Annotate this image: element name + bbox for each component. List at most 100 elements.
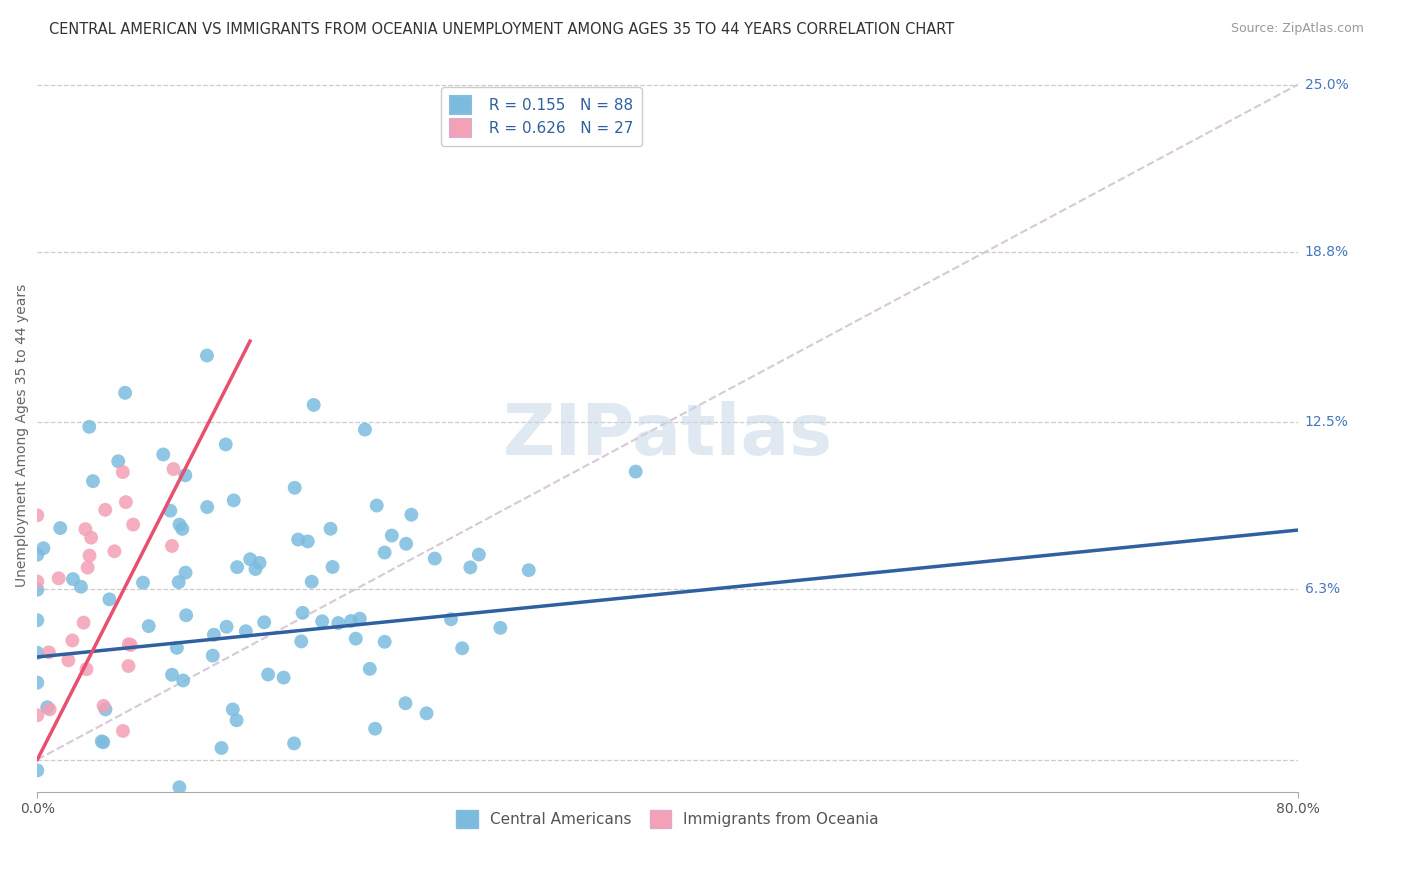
- Point: [82, 474, 104, 488]
- Point: [37, 700, 59, 714]
- Point: [297, 534, 319, 549]
- Point: [211, 741, 233, 756]
- Point: [122, 517, 145, 532]
- Point: [107, 454, 129, 468]
- Point: [118, 637, 141, 651]
- Point: [253, 615, 276, 630]
- Point: [27, 646, 49, 660]
- Point: [328, 616, 350, 631]
- Point: [27, 708, 49, 723]
- Point: [184, 793, 207, 807]
- Text: 6.3%: 6.3%: [1305, 582, 1340, 597]
- Point: [222, 702, 245, 716]
- Point: [381, 528, 404, 542]
- Point: [120, 638, 142, 652]
- Point: [80, 531, 103, 545]
- Point: [160, 539, 183, 553]
- Text: 18.8%: 18.8%: [1305, 245, 1348, 259]
- Point: [75, 662, 97, 676]
- Point: [349, 612, 371, 626]
- Point: [169, 517, 191, 532]
- Point: [27, 764, 49, 778]
- Point: [103, 544, 125, 558]
- Point: [290, 634, 312, 648]
- Point: [132, 575, 155, 590]
- Point: [79, 549, 101, 563]
- Point: [319, 522, 342, 536]
- Point: [94, 702, 117, 716]
- Point: [195, 500, 218, 514]
- Point: [364, 722, 387, 736]
- Point: [49, 521, 72, 535]
- Text: 12.5%: 12.5%: [1305, 415, 1348, 429]
- Point: [38, 645, 60, 659]
- Point: [138, 619, 160, 633]
- Point: [215, 620, 238, 634]
- Point: [60, 633, 83, 648]
- Point: [27, 675, 49, 690]
- Point: [117, 659, 139, 673]
- Point: [169, 780, 191, 795]
- Point: [38, 702, 60, 716]
- Point: [423, 551, 446, 566]
- Point: [517, 563, 540, 577]
- Point: [302, 398, 325, 412]
- Text: Source: ZipAtlas.com: Source: ZipAtlas.com: [1230, 22, 1364, 36]
- Point: [77, 419, 100, 434]
- Point: [93, 698, 115, 713]
- Point: [172, 673, 194, 688]
- Point: [440, 612, 463, 626]
- Point: [172, 522, 194, 536]
- Point: [90, 734, 112, 748]
- Point: [322, 560, 344, 574]
- Point: [27, 548, 49, 562]
- Point: [27, 574, 49, 589]
- Point: [340, 614, 363, 628]
- Point: [75, 522, 97, 536]
- Point: [226, 560, 249, 574]
- Point: [374, 545, 396, 559]
- Point: [27, 613, 49, 627]
- Point: [366, 499, 388, 513]
- Point: [111, 723, 134, 738]
- Point: [257, 667, 280, 681]
- Point: [201, 648, 224, 663]
- Point: [249, 556, 271, 570]
- Point: [174, 468, 197, 483]
- Point: [152, 447, 174, 461]
- Point: [245, 562, 267, 576]
- Point: [401, 508, 423, 522]
- Point: [239, 552, 262, 566]
- Point: [94, 503, 117, 517]
- Point: [624, 465, 647, 479]
- Point: [273, 671, 295, 685]
- Point: [162, 462, 184, 476]
- Point: [215, 437, 238, 451]
- Point: [114, 385, 136, 400]
- Point: [48, 571, 70, 585]
- Point: [451, 641, 474, 656]
- Point: [344, 632, 367, 646]
- Point: [489, 621, 512, 635]
- Point: [354, 423, 377, 437]
- Point: [70, 580, 93, 594]
- Point: [222, 493, 245, 508]
- Point: [359, 662, 381, 676]
- Point: [284, 481, 307, 495]
- Point: [395, 537, 418, 551]
- Point: [283, 736, 305, 750]
- Point: [167, 575, 190, 590]
- Point: [98, 592, 121, 607]
- Point: [111, 465, 134, 479]
- Y-axis label: Unemployment Among Ages 35 to 44 years: Unemployment Among Ages 35 to 44 years: [15, 284, 30, 587]
- Point: [235, 624, 257, 639]
- Point: [460, 560, 482, 574]
- Legend: Central Americans, Immigrants from Oceania: Central Americans, Immigrants from Ocean…: [450, 805, 884, 834]
- Point: [374, 635, 396, 649]
- Point: [32, 541, 55, 556]
- Point: [174, 608, 197, 623]
- Point: [166, 640, 188, 655]
- Point: [225, 713, 247, 727]
- Point: [62, 572, 84, 586]
- Text: 25.0%: 25.0%: [1305, 78, 1348, 92]
